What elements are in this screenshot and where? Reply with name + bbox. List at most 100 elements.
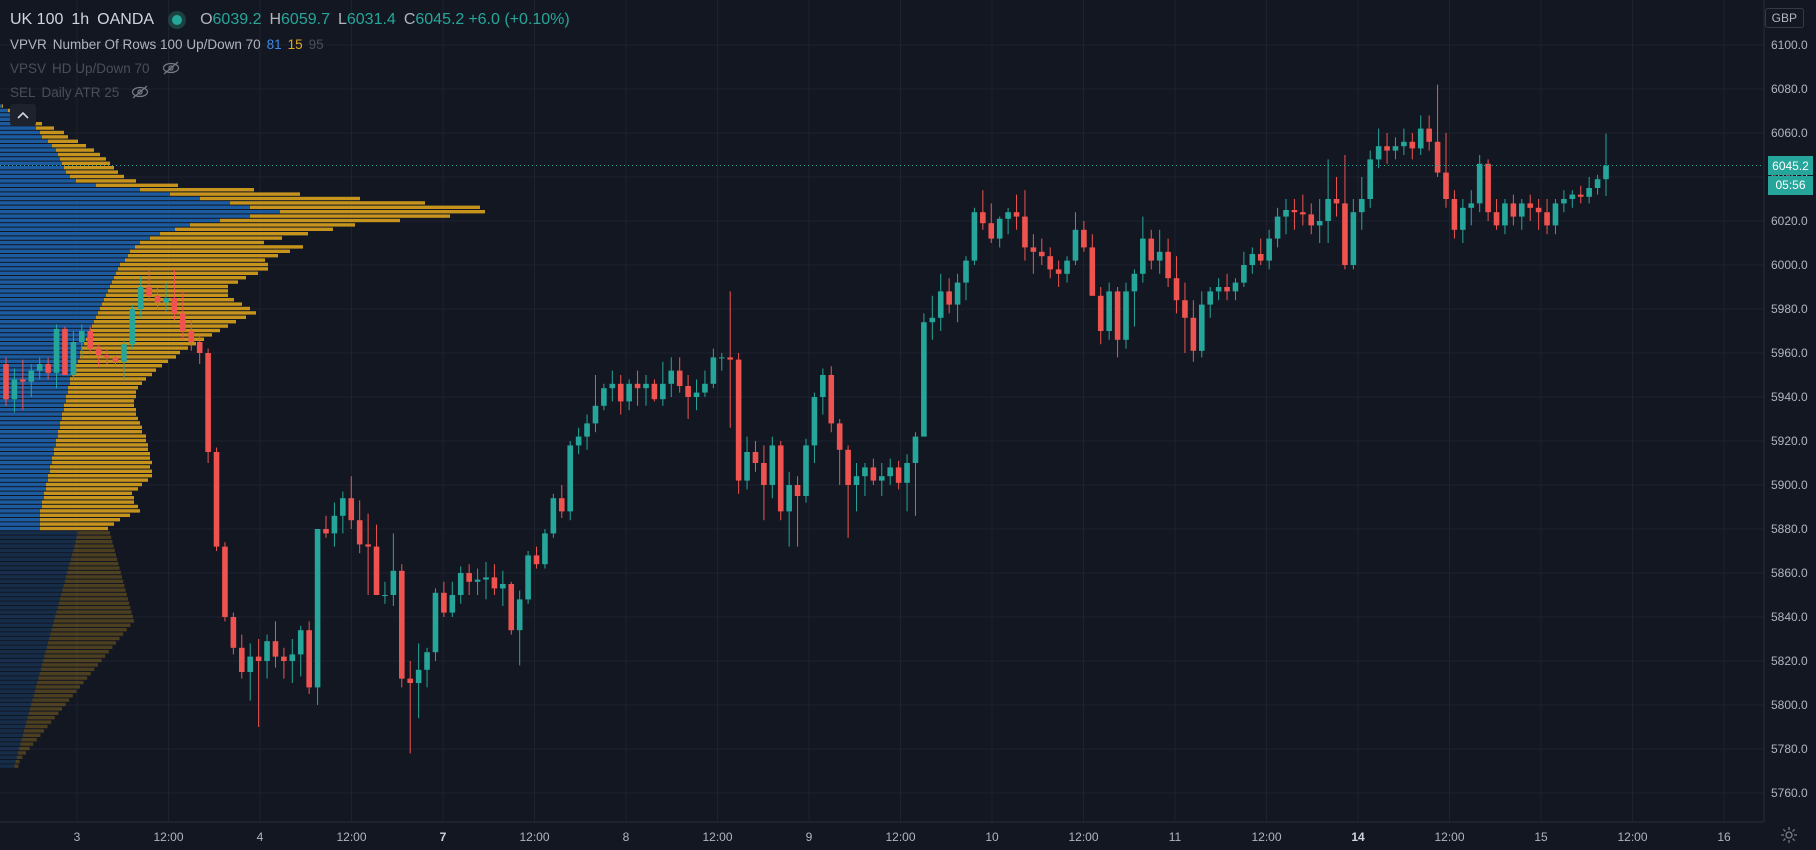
- interval-label[interactable]: 1h: [71, 11, 90, 28]
- candle: [668, 357, 675, 397]
- candle-body: [1038, 251, 1045, 257]
- candle-body: [828, 375, 835, 424]
- volume-profile-up-bar: [0, 408, 64, 412]
- volume-profile-down-bar: [96, 183, 178, 187]
- volume-profile-up-bar: [0, 434, 58, 438]
- volume-profile-down-bar: [82, 346, 188, 350]
- collapse-legend-button[interactable]: [10, 104, 36, 126]
- candle-body: [1165, 251, 1171, 279]
- volume-profile-down-bar: [250, 214, 450, 218]
- volume-profile-down-bar: [62, 412, 136, 416]
- volume-profile-down-bar: [52, 623, 131, 627]
- volume-profile-down-bar: [66, 394, 136, 399]
- candle: [542, 529, 548, 569]
- volume-profile-down-bar: [50, 632, 124, 636]
- candle: [87, 326, 94, 353]
- candle-body: [1451, 199, 1458, 230]
- candle-body: [575, 436, 582, 446]
- indicator-sel[interactable]: SEL Daily ATR 25: [10, 80, 574, 104]
- candle-body: [11, 379, 18, 400]
- volume-profile-up-bar: [0, 144, 52, 148]
- candle: [1460, 199, 1466, 243]
- candle-body: [862, 467, 868, 477]
- volume-profile-up-bar: [0, 425, 60, 429]
- volume-profile-down-bar: [130, 249, 290, 253]
- candle-body: [1173, 278, 1180, 301]
- volume-profile-down-bar: [74, 544, 114, 548]
- volume-profile-down-bar: [50, 469, 152, 473]
- volume-profile-down-bar: [63, 584, 125, 588]
- candle: [1156, 229, 1163, 274]
- candle: [1476, 155, 1483, 213]
- candle: [213, 447, 220, 551]
- candle-body: [222, 546, 228, 617]
- volume-profile-up-bar: [0, 654, 45, 658]
- candle-body: [137, 287, 144, 309]
- price-tick-label: 5900.0: [1771, 478, 1808, 492]
- indicator-vpvr[interactable]: VPVR Number Of Rows 100 Up/Down 70 81 15…: [10, 32, 574, 56]
- candle: [660, 361, 666, 406]
- volume-profile-down-bar: [108, 289, 228, 293]
- volume-profile-up-bar: [0, 500, 42, 504]
- candle-body: [154, 295, 161, 303]
- currency-badge[interactable]: GBP: [1764, 8, 1804, 28]
- volume-profile-down-bar: [48, 478, 148, 482]
- volume-profile-up-bar: [0, 751, 18, 755]
- candle: [1165, 238, 1171, 287]
- candle: [1072, 212, 1079, 265]
- volume-profile-up-bar: [0, 544, 75, 548]
- volume-profile-up-bar: [0, 650, 46, 654]
- symbol-name[interactable]: UK 100: [10, 11, 64, 28]
- volume-profile-up-bar: [0, 377, 70, 381]
- candle: [963, 256, 969, 301]
- candle: [121, 339, 127, 380]
- ohlc-value: 6031.4: [346, 11, 396, 28]
- candle-body: [676, 370, 683, 386]
- candle-body: [996, 218, 1003, 239]
- candle-body: [727, 357, 734, 360]
- volume-profile-down-bar: [42, 500, 134, 504]
- candle: [382, 581, 388, 604]
- volume-profile-up-bar: [0, 289, 108, 293]
- volume-profile-down-bar: [175, 227, 333, 231]
- candle: [1325, 159, 1331, 243]
- candle: [264, 634, 270, 679]
- volume-profile-down-bar: [56, 610, 132, 614]
- candle: [1603, 133, 1609, 196]
- candle-body: [1207, 291, 1214, 305]
- candle: [129, 304, 136, 349]
- hidden-eye-icon[interactable]: [131, 85, 149, 99]
- volume-profile-down-bar: [16, 755, 23, 759]
- volume-profile-up-bar: [0, 592, 62, 597]
- volume-profile-down-bar: [104, 298, 234, 302]
- volume-profile-up-bar: [0, 764, 15, 768]
- candle: [500, 570, 506, 606]
- candle: [449, 581, 456, 617]
- candle-body: [744, 452, 750, 481]
- candle: [180, 291, 186, 340]
- candle-body: [238, 647, 245, 672]
- price-axis[interactable]: 6100.06080.06060.06040.06020.06000.05980…: [1763, 0, 1816, 822]
- candle: [390, 533, 397, 606]
- candle: [735, 353, 742, 494]
- candle-body: [1097, 295, 1104, 331]
- indicator-vpsv[interactable]: VPSV HD Up/Down 70: [10, 56, 574, 80]
- candle-body: [180, 313, 186, 331]
- candle: [272, 621, 279, 668]
- volume-profile-down-bar: [19, 746, 30, 751]
- gear-icon[interactable]: [1780, 826, 1798, 844]
- hidden-eye-icon[interactable]: [162, 61, 180, 75]
- candle-body: [36, 364, 43, 371]
- volume-profile-up-bar: [0, 174, 70, 179]
- candle-body: [1502, 203, 1508, 226]
- candle-body: [1005, 212, 1011, 219]
- volume-profile-down-bar: [118, 267, 268, 271]
- candle: [441, 581, 447, 617]
- time-axis[interactable]: 3 12:00 4 12:00 7 12:00 8 12:00 9 12:00 10 12:00 11 1…: [0, 821, 1816, 850]
- volume-profile-down-bar: [73, 548, 115, 553]
- candle: [601, 383, 607, 411]
- indicator-params: Number Of Rows 100 Up/Down 70: [52, 36, 261, 52]
- candle: [1198, 291, 1205, 358]
